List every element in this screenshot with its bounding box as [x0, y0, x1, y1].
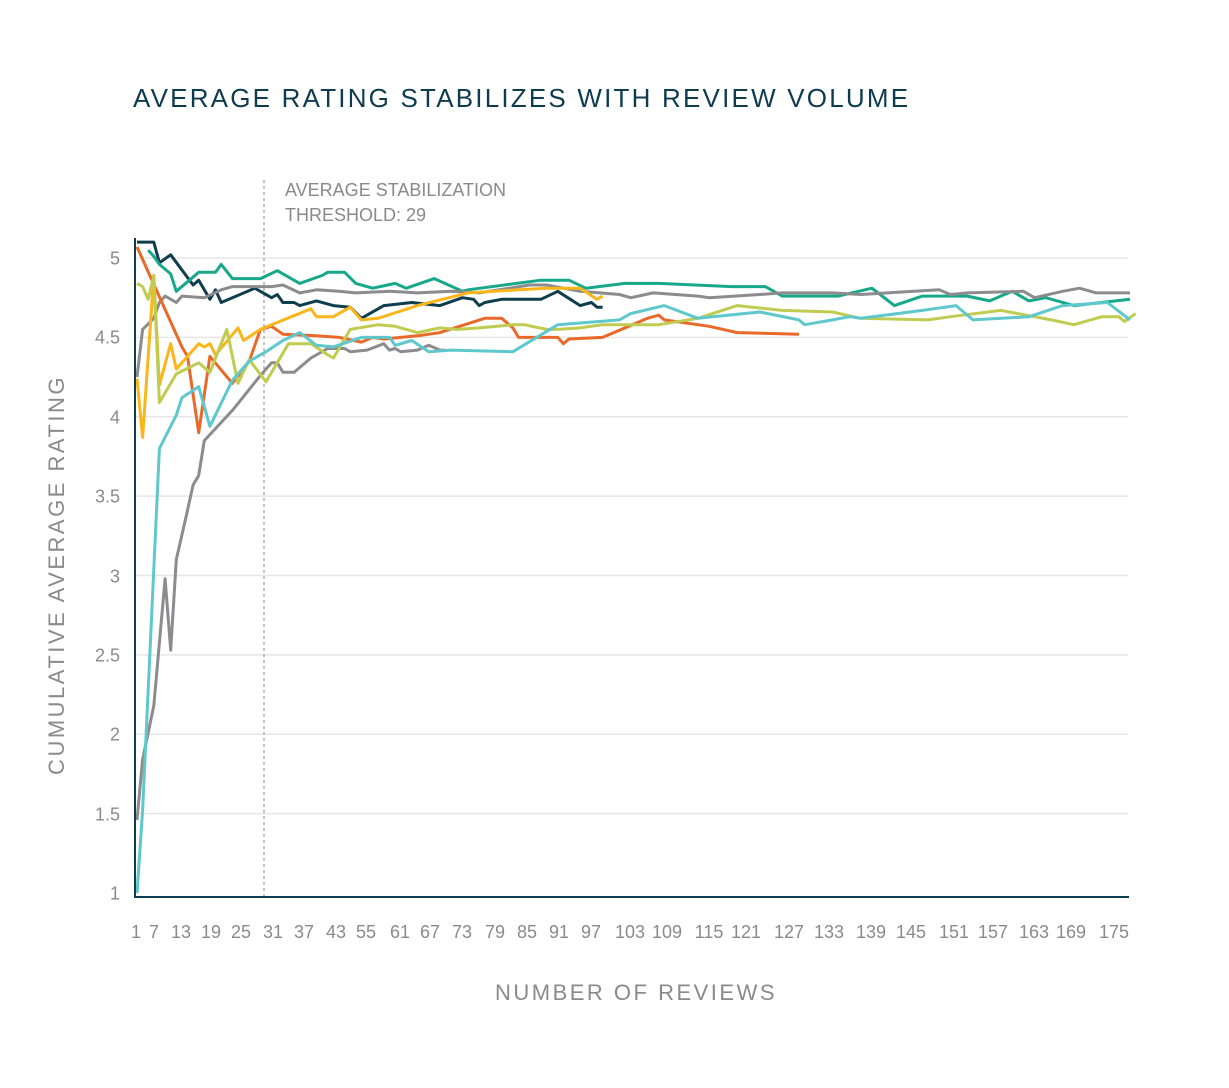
- x-tick-label: 91: [548, 922, 570, 942]
- x-tick-label: 103: [614, 922, 646, 942]
- y-tick-label: 1.5: [94, 804, 120, 825]
- x-tick-label: 151: [938, 922, 970, 942]
- y-tick-label: 1: [109, 883, 120, 904]
- x-tick-label: 145: [895, 922, 927, 942]
- y-tick-label: 2: [109, 724, 120, 745]
- series-line-1: [137, 240, 603, 320]
- series-line-8: [135, 301, 1131, 894]
- y-tick-label: 3: [109, 566, 120, 586]
- x-tick-label: 121: [730, 922, 762, 942]
- x-tick-label: 73: [451, 922, 473, 942]
- x-tick-label: 85: [516, 922, 538, 942]
- chart-title: AVERAGE RATING STABILIZES WITH REVIEW VO…: [133, 83, 911, 113]
- series-line-6: [135, 274, 604, 439]
- series-line-4: [135, 342, 446, 821]
- x-tick-label: 25: [230, 922, 252, 942]
- y-tick-label: 5: [109, 248, 120, 269]
- x-tick-label: 37: [293, 922, 315, 942]
- x-tick-label: 7: [148, 922, 160, 942]
- x-tick-label: 67: [419, 922, 441, 942]
- x-tick-label: 169: [1055, 922, 1087, 942]
- x-tick-label: 19: [200, 922, 222, 942]
- series-line-7: [136, 274, 1137, 404]
- x-tick-label: 175: [1098, 922, 1130, 942]
- x-tick-label: 13: [170, 922, 192, 942]
- series-lines: [135, 240, 1137, 894]
- threshold-annotation: AVERAGE STABILIZATION THRESHOLD: 29: [285, 180, 507, 225]
- x-tick-label: 133: [813, 922, 845, 942]
- x-tick-label: 115: [694, 922, 724, 942]
- gridlines: [135, 257, 1128, 815]
- x-tick-label: 127: [773, 922, 805, 942]
- y-tick-label: 3.5: [94, 486, 120, 507]
- x-tick-label: 31: [262, 922, 284, 942]
- y-tick-label: 2.5: [94, 645, 120, 666]
- x-tick-label: 1: [130, 922, 142, 942]
- x-axis-label: NUMBER OF REVIEWS: [494, 980, 778, 1005]
- x-tick-label: 109: [651, 922, 683, 942]
- x-tick-label: 43: [325, 922, 347, 942]
- x-tick-label: 79: [484, 922, 506, 942]
- x-tick-label: 157: [977, 922, 1009, 942]
- x-tick-label: 163: [1018, 922, 1050, 942]
- y-axis-label: CUMULATIVE AVERAGE RATING: [44, 375, 69, 775]
- y-tick-label: 4: [109, 407, 120, 428]
- series-line-3: [135, 283, 1130, 378]
- x-tick-label: 61: [389, 922, 411, 942]
- x-tick-label: 97: [580, 922, 602, 942]
- x-tick-label: 55: [355, 922, 377, 942]
- x-tick-label: 139: [855, 922, 887, 942]
- y-tick-label: 4.5: [94, 327, 120, 348]
